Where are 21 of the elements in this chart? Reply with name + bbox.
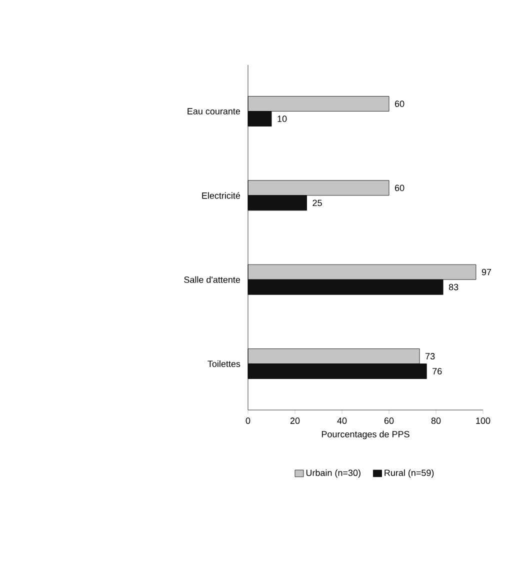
data-label: 83 xyxy=(448,284,458,290)
y-tick-label: Salle d'attente xyxy=(184,276,240,283)
y-tick-label: Toilettes xyxy=(208,360,240,368)
x-tick-label: 40 xyxy=(337,418,347,424)
data-label: 60 xyxy=(394,100,404,107)
data-label: 60 xyxy=(394,184,404,192)
data-label: 73 xyxy=(426,353,435,360)
data-label: 76 xyxy=(432,368,442,374)
x-tick-label: 100 xyxy=(476,418,490,424)
x-tick-label: 60 xyxy=(384,418,394,424)
legend-label: Rural (n=59) xyxy=(384,469,434,478)
x-tick-label: 0 xyxy=(246,418,250,424)
x-tick-label: 80 xyxy=(431,418,441,424)
data-label: 10 xyxy=(278,116,287,122)
y-tick-label: Electricité xyxy=(202,192,240,199)
data-label: 97 xyxy=(482,268,492,276)
data-label: 25 xyxy=(312,200,322,206)
x-axis-title: Pourcentages de PPS xyxy=(322,430,410,440)
x-tick-label: 20 xyxy=(290,418,300,424)
legend-label: Urbain (n=30) xyxy=(306,469,360,478)
y-tick-label: Eau courante xyxy=(188,108,240,114)
